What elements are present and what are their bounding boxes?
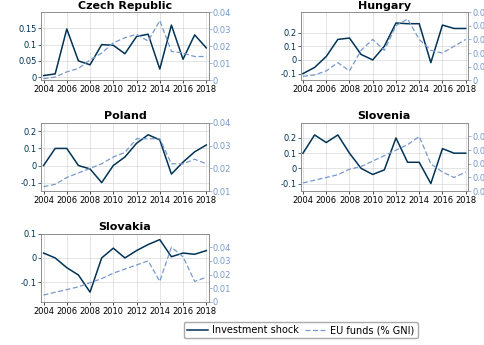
- Title: Czech Republic: Czech Republic: [78, 1, 172, 11]
- Title: Slovenia: Slovenia: [357, 111, 410, 121]
- Title: Slovakia: Slovakia: [98, 222, 151, 232]
- Title: Poland: Poland: [103, 111, 146, 121]
- Title: Hungary: Hungary: [357, 1, 410, 11]
- Legend: Investment shock, EU funds (% GNI): Investment shock, EU funds (% GNI): [183, 322, 417, 338]
